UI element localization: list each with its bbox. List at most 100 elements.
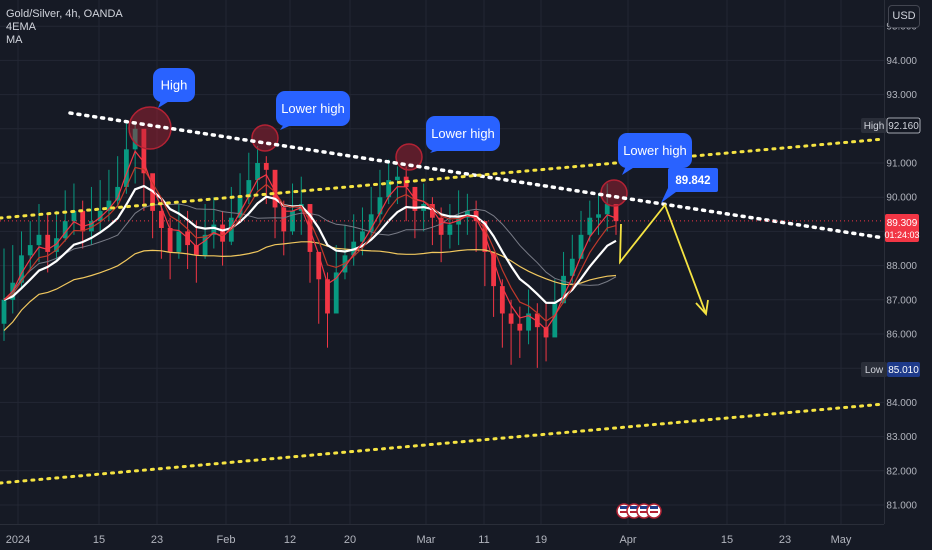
callout-tail	[430, 149, 444, 153]
x-tick-label: 20	[344, 534, 356, 546]
ema-mid-line	[3, 166, 617, 322]
candle-body	[534, 313, 540, 328]
callout-bubble	[426, 116, 500, 151]
y-tick-label: 93.000	[886, 90, 917, 101]
candle-body	[89, 221, 94, 232]
bar-countdown: 01:24:03	[884, 230, 919, 240]
candle-body	[167, 227, 173, 252]
candle-body	[19, 255, 24, 283]
symbol-title[interactable]: Gold/Silver, 4h, OANDA	[6, 8, 123, 20]
y-tick-label: 94.000	[886, 56, 917, 67]
candle-body	[27, 245, 33, 256]
candle-body	[272, 169, 278, 208]
callout-bubble	[276, 91, 350, 126]
candle-body	[97, 210, 103, 222]
projection-label-box	[668, 168, 718, 192]
candle-body	[1, 299, 7, 324]
candle-body	[255, 163, 260, 181]
economic-events-flags[interactable]	[616, 503, 662, 519]
candle-body	[237, 197, 243, 218]
callout-tail	[622, 166, 636, 175]
x-tick-label: 12	[284, 534, 296, 546]
x-tick-label: 23	[779, 534, 791, 546]
ema-fast-line	[3, 150, 617, 331]
candle-body	[464, 210, 470, 218]
x-tick-label: May	[831, 534, 852, 546]
candle-body	[430, 204, 435, 218]
callout-lower-high-1[interactable]: Lower high	[276, 91, 350, 130]
low-tag-label-bg	[861, 362, 887, 377]
projection-arrowhead	[695, 299, 709, 317]
callout-text: Lower high	[623, 143, 687, 158]
low-tag-value-bg	[887, 362, 920, 377]
candle-body	[517, 323, 523, 331]
candle-body	[613, 204, 619, 222]
low-tag-label: Low	[865, 365, 884, 376]
callout-lower-high-2[interactable]: Lower high	[426, 116, 500, 153]
x-tick-label: 15	[93, 534, 105, 546]
us-flag-icon-stripe	[620, 506, 628, 509]
us-flag-icon-stripe	[620, 511, 628, 513]
candle-body	[569, 258, 575, 276]
us-flag-icon-stripe	[630, 511, 638, 513]
projection-path	[619, 203, 707, 315]
indicator-ma-label[interactable]: MA	[6, 34, 23, 46]
candle-body	[395, 176, 400, 181]
y-tick-label: 88.000	[886, 261, 917, 272]
resistance-trendline	[68, 111, 886, 240]
high-tag-value-bg	[886, 117, 921, 134]
callout-text: Lower high	[281, 101, 345, 116]
y-tick-label: 90.000	[886, 193, 917, 204]
candle-body	[447, 224, 453, 235]
callout-text: High	[161, 78, 188, 93]
candle-body	[360, 231, 365, 242]
candle-body	[552, 303, 558, 338]
x-tick-label: 11	[478, 534, 489, 546]
candle-body	[115, 186, 121, 201]
candle-body	[508, 313, 514, 324]
candle-body	[438, 217, 444, 235]
high-tag-label-bg	[861, 118, 887, 133]
ma-yellow-line	[3, 241, 617, 332]
candle-body	[220, 224, 225, 242]
candle-body	[54, 238, 59, 252]
y-tick-label: 82.000	[886, 466, 917, 477]
us-flag-icon-stripe	[630, 506, 638, 509]
candle-body	[578, 234, 584, 259]
candle-body	[36, 234, 42, 246]
y-tick-label: 81.000	[886, 501, 917, 512]
candle-body	[62, 221, 68, 239]
candle-body	[377, 197, 383, 215]
candle-body	[456, 217, 462, 225]
current-price-value: 89.309	[887, 218, 918, 229]
candle-body	[281, 207, 287, 232]
candle-body	[202, 234, 208, 256]
candle-body	[604, 204, 610, 215]
callout-bubble	[618, 133, 692, 168]
us-flag-icon-stripe	[650, 506, 658, 509]
candle-body	[193, 245, 199, 256]
candle-body	[263, 163, 269, 170]
ema-white-line	[3, 184, 617, 305]
callout-lower-high-3[interactable]: Lower high	[618, 133, 692, 175]
currency-button[interactable]: USD	[888, 5, 920, 28]
x-tick-label: Mar	[417, 534, 436, 546]
candle-body	[45, 234, 51, 252]
candles-group	[1, 121, 619, 368]
candle-body	[132, 128, 138, 150]
y-tick-label: 84.000	[886, 398, 917, 409]
x-tick-label: 19	[535, 534, 547, 546]
candle-body	[491, 251, 496, 287]
callout-high[interactable]: High	[153, 68, 195, 108]
indicator-ema-label[interactable]: 4EMA	[6, 21, 36, 33]
high-marker-circle	[251, 124, 279, 152]
candle-body	[499, 286, 505, 314]
candle-body	[176, 231, 182, 252]
candle-body	[106, 200, 112, 211]
candle-body	[246, 180, 252, 198]
candle-body	[386, 180, 392, 198]
projection-label-tail	[661, 188, 676, 203]
candle-body	[543, 327, 549, 338]
